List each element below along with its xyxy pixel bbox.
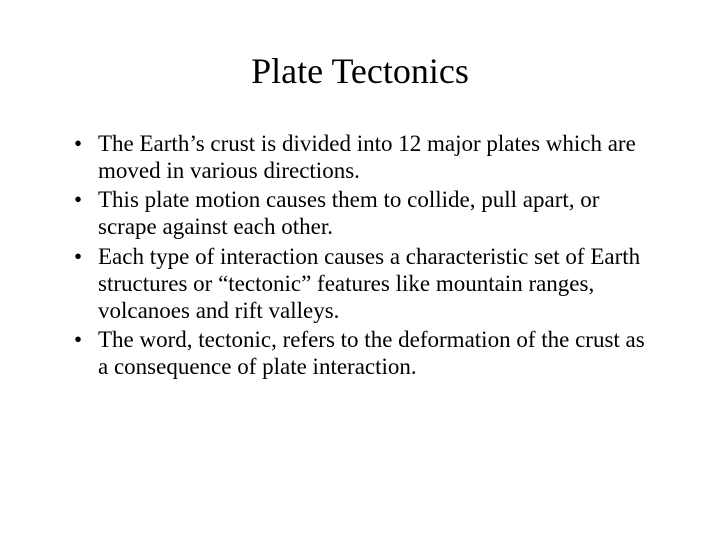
slide-title: Plate Tectonics: [60, 50, 660, 92]
list-item: This plate motion causes them to collide…: [74, 186, 660, 240]
list-item: The word, tectonic, refers to the deform…: [74, 326, 660, 380]
list-item: Each type of interaction causes a charac…: [74, 243, 660, 324]
bullet-list: The Earth’s crust is divided into 12 maj…: [60, 130, 660, 380]
slide: Plate Tectonics The Earth’s crust is div…: [0, 0, 720, 540]
list-item: The Earth’s crust is divided into 12 maj…: [74, 130, 660, 184]
